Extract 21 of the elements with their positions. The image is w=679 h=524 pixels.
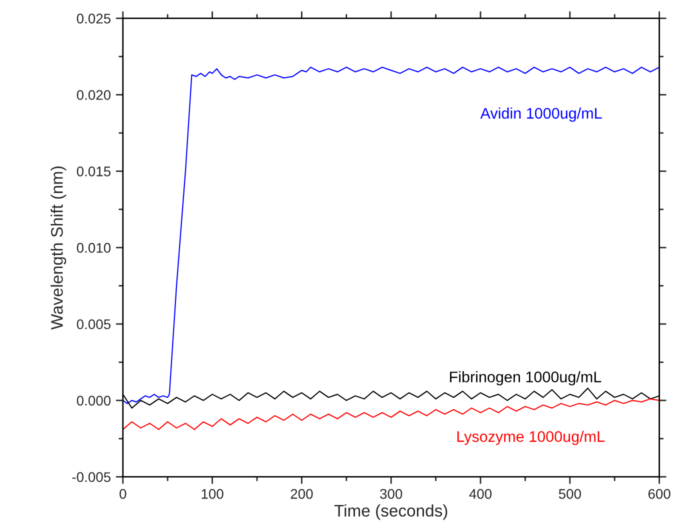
- y-tick-label: -0.005: [72, 472, 111, 482]
- x-tick-label: 500: [558, 489, 581, 499]
- series-label: Lysozyme 1000ug/mL: [457, 430, 605, 445]
- text: Avidin 1000ug/mL: [480, 108, 602, 122]
- x-tick-label: 200: [290, 489, 313, 499]
- x-tick-label: 600: [648, 489, 670, 499]
- y-tick-label: 0.020: [76, 90, 111, 100]
- y-tick-label: 0.015: [76, 166, 111, 176]
- x-tick-label: 0: [120, 489, 126, 499]
- y-tick-label: 0.005: [76, 319, 111, 330]
- line-series: [122, 66, 660, 404]
- y-tick-label: 0.000: [76, 396, 111, 406]
- y-tick-label: 0.010: [76, 242, 111, 253]
- y-tick-label: 0.025: [76, 14, 111, 24]
- series-label: Fibrinogen 1000ug/mL: [450, 371, 602, 386]
- x-tick-label: 400: [469, 489, 492, 499]
- x-axis-title: Time (seconds): [334, 504, 448, 520]
- x-tick-label: 100: [202, 489, 224, 499]
- line-series: [122, 398, 660, 430]
- y-axis-title: Wavelength Shift (nm): [50, 166, 66, 330]
- x-tick-label: 300: [380, 489, 402, 499]
